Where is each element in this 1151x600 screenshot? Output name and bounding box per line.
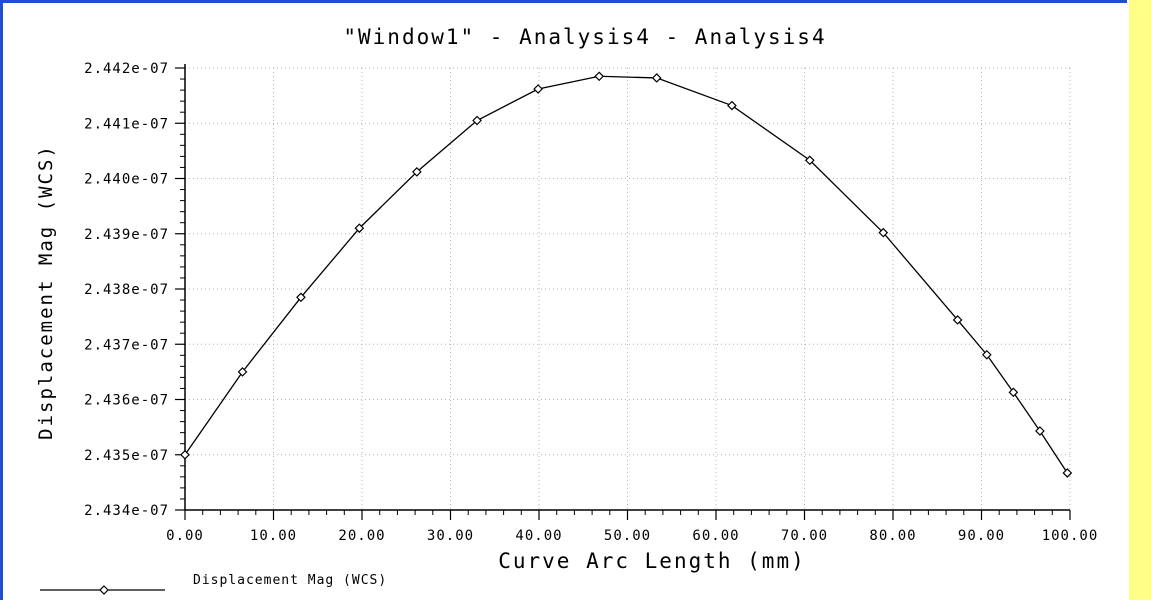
y-tick-label: 2.434e-07: [84, 503, 169, 519]
data-point-marker: [1035, 426, 1045, 436]
data-point-marker: [180, 449, 190, 460]
y-tick-label: 2.438e-07: [84, 282, 169, 298]
x-axis-label: Curve Arc Length (mm): [498, 549, 806, 573]
data-point-marker: [354, 223, 365, 234]
data-point-marker: [727, 100, 737, 111]
data-point-marker: [533, 84, 543, 94]
series-group: [180, 71, 1073, 478]
chart-title: "Window1" - Analysis4 - Analysis4: [343, 25, 826, 49]
legend: Displacement Mag (WCS): [40, 573, 387, 595]
window-top-border: [0, 0, 1151, 3]
window-right-divider: [1127, 0, 1129, 600]
y-tick-label: 2.435e-07: [84, 448, 169, 464]
data-point-marker: [594, 71, 605, 82]
y-tick-label: 2.439e-07: [84, 227, 169, 243]
data-point-marker: [878, 227, 889, 238]
data-point-marker: [296, 292, 306, 303]
y-tick-label: 2.437e-07: [84, 337, 169, 353]
y-tick-label: 2.440e-07: [84, 172, 169, 188]
x-tick-labels: 0.00 10.00 20.00 30.00 40.00 50.00 60.00 70.00 8…: [166, 528, 1099, 544]
axes: [175, 64, 1071, 520]
x-tick-label: 0.00: [166, 528, 204, 544]
x-tick-label: 40.00: [515, 528, 562, 544]
legend-label: Displacement Mag (WCS): [193, 573, 387, 588]
x-tick-label: 30.00: [427, 528, 474, 544]
x-tick-label: 50.00: [604, 528, 651, 544]
data-point-marker: [472, 115, 482, 126]
y-tick-label: 2.442e-07: [84, 61, 169, 77]
data-point-marker: [952, 315, 963, 325]
window-left-border: [0, 0, 3, 600]
x-tick-label: 60.00: [692, 528, 739, 544]
data-point-marker: [1008, 387, 1019, 398]
y-tick-labels: 2.434e-07 2.435e-07 2.436e-07 2.437e-07 2.43…: [84, 61, 169, 519]
y-tick-label: 2.436e-07: [84, 393, 169, 409]
data-point-marker: [651, 73, 662, 83]
x-tick-label: 80.00: [869, 528, 916, 544]
x-tick-label: 70.00: [781, 528, 828, 544]
data-point-marker: [237, 367, 248, 377]
x-tick-label: 20.00: [338, 528, 385, 544]
x-tick-label: 10.00: [250, 528, 297, 544]
legend-marker: [99, 585, 109, 595]
data-point-marker: [412, 167, 422, 177]
y-tick-label: 2.441e-07: [84, 116, 169, 132]
series-line: [184, 75, 1068, 474]
x-tick-label: 100.00: [1042, 528, 1099, 544]
data-point-marker: [804, 155, 815, 166]
y-axis-label: Displacement Mag (WCS): [35, 144, 57, 440]
grid-lines: [184, 67, 1071, 511]
data-point-marker: [1062, 468, 1073, 478]
data-point-marker: [981, 349, 992, 360]
x-tick-label: 90.00: [958, 528, 1005, 544]
window-right-panel: [1129, 0, 1151, 600]
